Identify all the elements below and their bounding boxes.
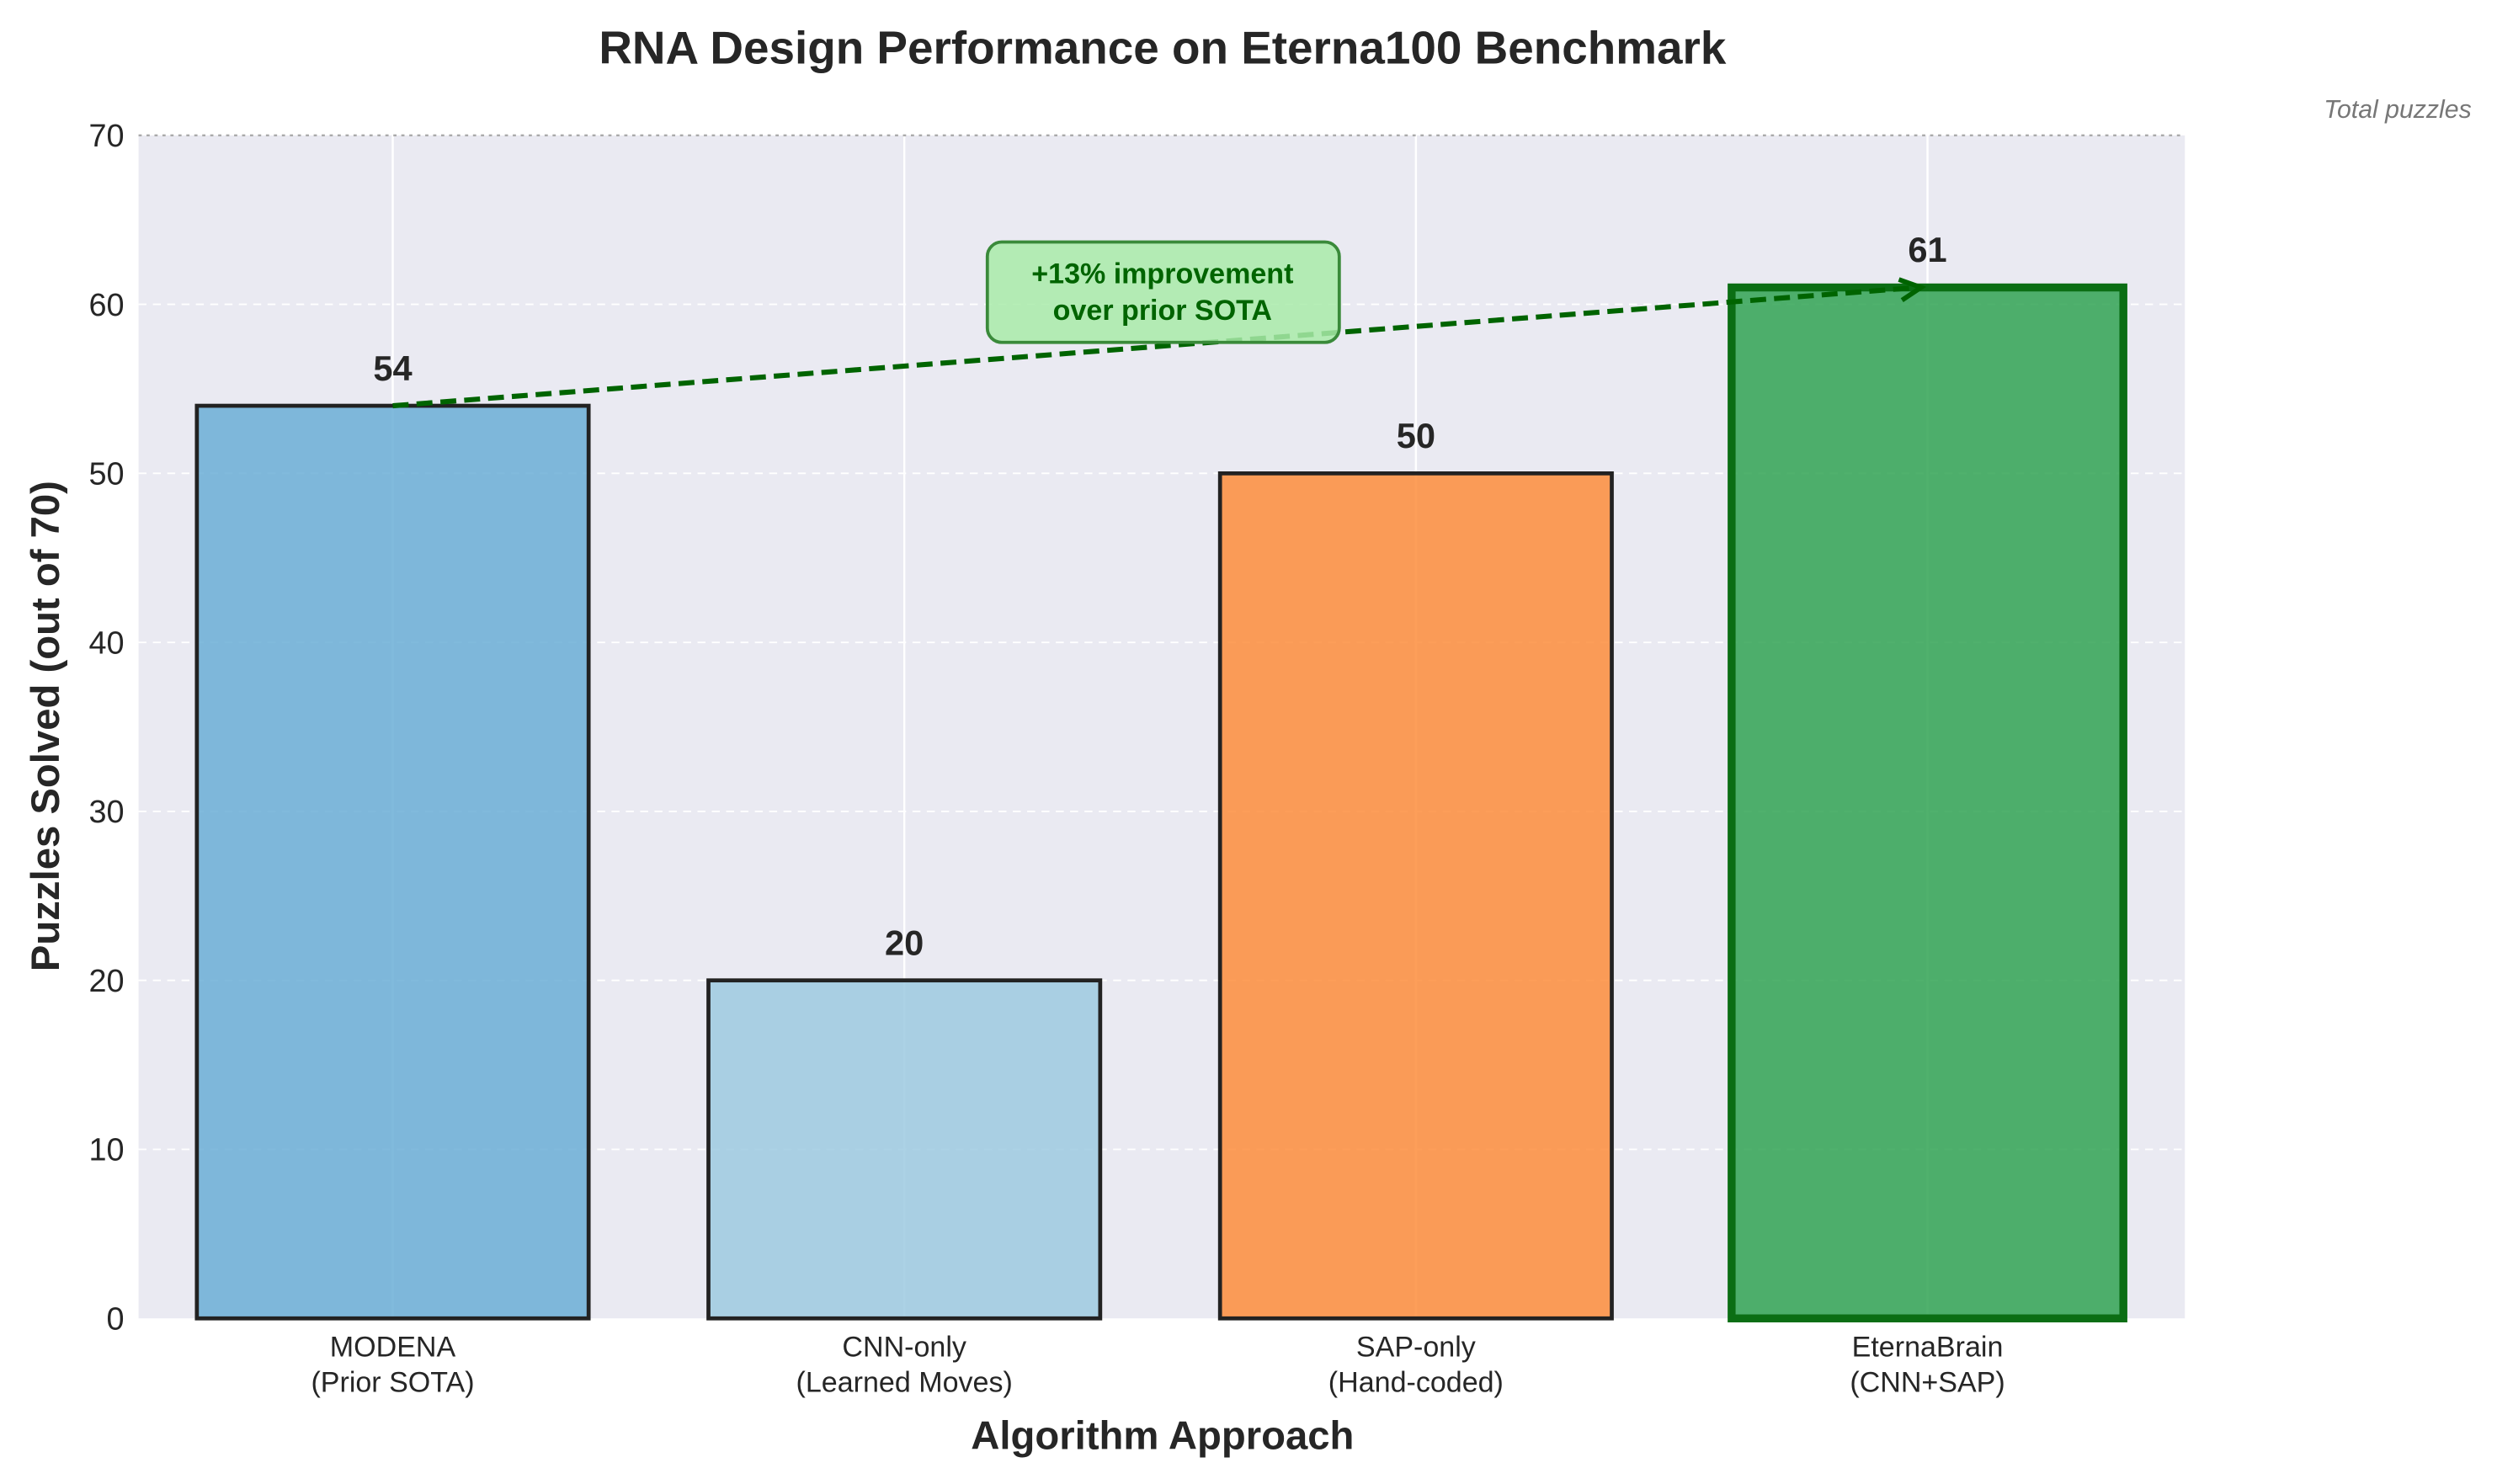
data-label: 61 <box>1908 230 1946 269</box>
y-tick-label: 0 <box>106 1301 124 1337</box>
bar <box>706 978 1103 1321</box>
data-label: 20 <box>885 923 924 962</box>
data-label: 50 <box>1397 416 1435 455</box>
arrow-head-icon <box>1898 277 1927 303</box>
annotation-text: over prior SOTA <box>1053 295 1272 327</box>
y-tick-label: 20 <box>88 964 124 999</box>
y-tick-label: 30 <box>88 795 124 830</box>
bar <box>1217 471 1614 1321</box>
y-tick-label: 60 <box>88 288 124 323</box>
data-label: 54 <box>373 348 412 388</box>
bar <box>1728 283 2127 1322</box>
annotation-text: +13% improvement <box>1031 258 1293 290</box>
x-tick-label: SAP-only <box>1356 1332 1476 1364</box>
y-tick-label: 40 <box>88 625 124 661</box>
x-axis-label: Algorithm Approach <box>971 1413 1354 1458</box>
y-axis-ticks: 0 10 20 30 40 50 60 70 <box>88 119 124 1337</box>
x-tick-label: (Prior SOTA) <box>311 1366 474 1398</box>
chart-title: RNA Design Performance on Eterna100 Benc… <box>599 22 1727 74</box>
x-tick-label: (Learned Moves) <box>796 1366 1013 1398</box>
y-tick-label: 70 <box>88 119 124 154</box>
x-tick-label: MODENA <box>330 1332 456 1364</box>
y-tick-label: 10 <box>88 1133 124 1168</box>
y-tick-label: 50 <box>88 457 124 492</box>
bars: 54 MODENA(Prior SOTA) 20 CNN-only(Learned M… <box>194 230 2127 1398</box>
y-axis-label: Puzzles Solved (out of 70) <box>24 481 68 971</box>
total-puzzles-label: Total puzzles <box>2324 96 2471 124</box>
improvement-annotation: +13% improvement over prior SOTA <box>392 240 1927 409</box>
improvement-arrow <box>392 285 1919 409</box>
annotation-box <box>985 240 1341 344</box>
x-tick-label: CNN-only <box>842 1332 966 1364</box>
bar <box>194 403 591 1321</box>
x-tick-label: (CNN+SAP) <box>1850 1366 2005 1398</box>
x-tick-label: EternaBrain <box>1852 1332 2004 1364</box>
x-tick-label: (Hand-coded) <box>1328 1366 1504 1398</box>
